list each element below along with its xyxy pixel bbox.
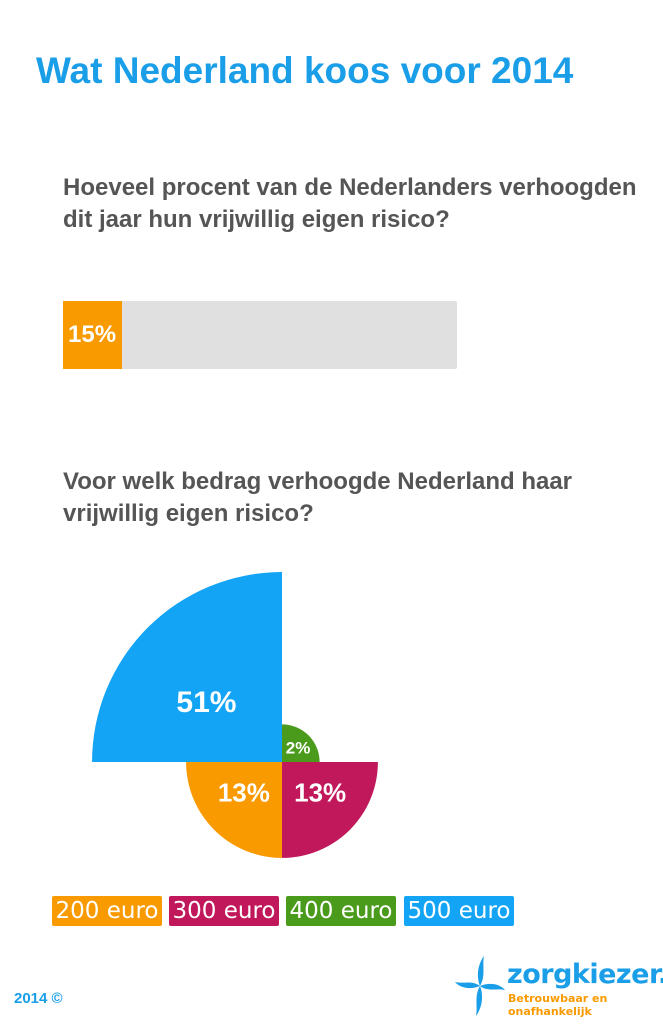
progress-fill bbox=[63, 301, 123, 369]
copyright: 2014 © bbox=[14, 990, 63, 1007]
progress-label: 15% bbox=[68, 321, 117, 348]
data-label: 13% bbox=[294, 778, 346, 808]
data-label: 51% bbox=[176, 686, 236, 719]
legend-item: 500 euro bbox=[404, 896, 514, 926]
page-title: Wat Nederland koos voor 2014 bbox=[36, 50, 574, 91]
segment-200-euro bbox=[186, 762, 282, 858]
zorgkiezer-logo-icon bbox=[455, 956, 505, 1016]
segment-300-euro bbox=[282, 762, 378, 858]
question-2: Voor welk bedrag verhoogde Nederland haa… bbox=[63, 468, 573, 527]
segment-400-euro bbox=[282, 724, 320, 762]
polar-area-chart: 13% 13% 2% 51% bbox=[92, 572, 378, 858]
segment-500-euro bbox=[92, 572, 283, 762]
data-label: 2% bbox=[286, 738, 311, 757]
legend-item: 200 euro bbox=[52, 896, 162, 926]
data-label: 13% bbox=[218, 778, 270, 808]
legend-item: 300 euro bbox=[169, 896, 279, 926]
legend-item: 400 euro bbox=[286, 896, 396, 926]
logo-text: zorgkiezer.nl bbox=[507, 959, 663, 990]
logo-tagline: Betrouwbaar en onafhankelijk bbox=[508, 992, 608, 1018]
question-1: Hoeveel procent van de Nederlanders verh… bbox=[63, 174, 637, 233]
progress-bar: 15% bbox=[63, 301, 457, 369]
